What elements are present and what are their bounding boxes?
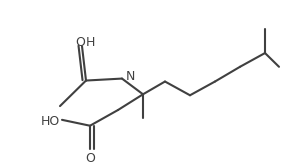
Text: HO: HO <box>41 115 60 128</box>
Text: N: N <box>126 70 135 83</box>
Text: O: O <box>75 36 85 49</box>
Text: H: H <box>85 36 95 49</box>
Text: O: O <box>85 152 95 165</box>
